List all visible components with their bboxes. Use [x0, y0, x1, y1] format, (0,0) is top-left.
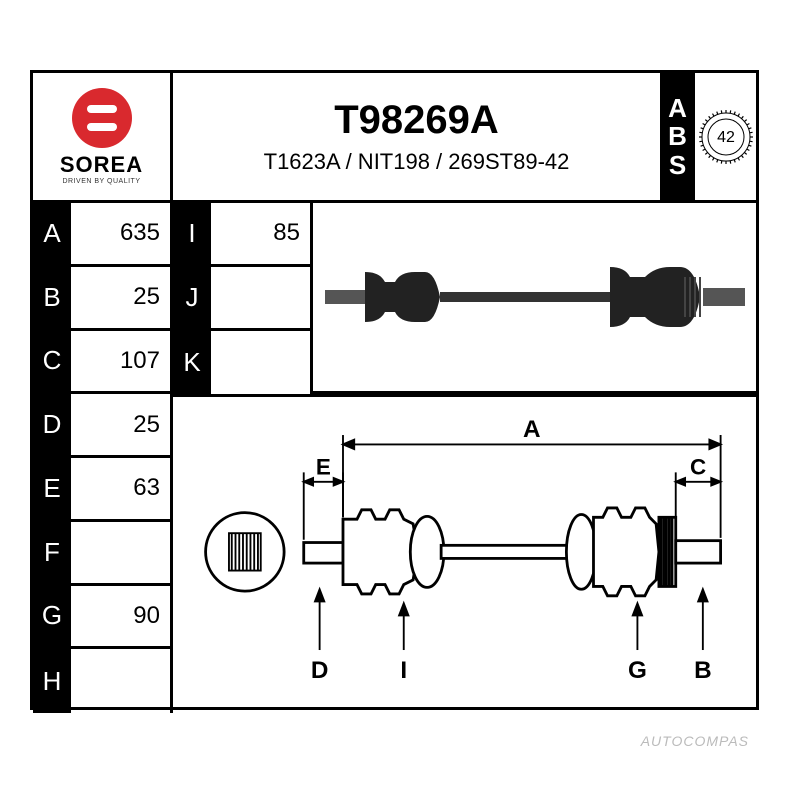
dim-label-e: E	[316, 455, 331, 480]
spec-val: 63	[71, 458, 173, 519]
brand-tagline: DRIVEN BY QUALITY	[62, 178, 140, 185]
watermark: AUTOCOMPAS	[641, 733, 749, 749]
spec-val	[211, 267, 313, 328]
spec-row: H	[33, 649, 173, 713]
spec-key: J	[173, 267, 211, 328]
spec-key: K	[173, 331, 211, 395]
brand-logo-cell: SOREA DRIVEN BY QUALITY	[33, 73, 173, 203]
spec-key: E	[33, 458, 71, 519]
abs-gear-cell: 42	[695, 73, 756, 203]
dim-label-d: D	[311, 657, 329, 684]
spec-key: B	[33, 267, 71, 328]
spec-row: I85	[173, 203, 313, 267]
spec-val: 25	[71, 394, 173, 455]
spec-val	[71, 522, 173, 583]
spec-key: G	[33, 586, 71, 647]
spec-table-col1: A635 B25 C107 D25 E63 F G90 H	[33, 203, 173, 707]
spec-val: 85	[211, 203, 313, 264]
abs-teeth-count: 42	[717, 129, 735, 146]
brand-logo-icon	[72, 88, 132, 148]
spec-table-col2: I85 J K	[173, 203, 313, 394]
spec-val: 635	[71, 203, 173, 264]
spec-sheet: SOREA DRIVEN BY QUALITY T98269A T1623A /…	[30, 70, 759, 710]
dim-label-c: C	[690, 455, 706, 480]
dim-label-i: I	[400, 657, 407, 684]
spec-row: B25	[33, 267, 173, 331]
spec-row: F	[33, 522, 173, 586]
dim-label-a: A	[523, 416, 541, 443]
spec-row: G90	[33, 586, 173, 650]
spec-row: E63	[33, 458, 173, 522]
spec-val	[71, 649, 173, 713]
dim-label-g: G	[628, 657, 647, 684]
spec-val: 107	[71, 331, 173, 392]
spec-val	[211, 331, 313, 395]
spec-key: A	[33, 203, 71, 264]
spec-val: 90	[71, 586, 173, 647]
part-number: T98269A	[334, 98, 499, 143]
spec-row: J	[173, 267, 313, 331]
part-cross-refs: T1623A / NIT198 / 269ST89-42	[264, 149, 570, 175]
drive-shaft-diagram-icon: A E C	[183, 407, 746, 697]
part-title-cell: T98269A T1623A / NIT198 / 269ST89-42	[173, 73, 663, 203]
gear-icon: 42	[698, 109, 754, 165]
spec-key: D	[33, 394, 71, 455]
spec-val: 25	[71, 267, 173, 328]
abs-label: A B S	[663, 73, 695, 203]
spec-row: K	[173, 331, 313, 395]
abs-letter-b: B	[668, 122, 687, 151]
drive-shaft-photo-icon	[325, 242, 745, 352]
brand-name: SOREA	[60, 152, 143, 178]
abs-letter-s: S	[669, 151, 686, 180]
spec-row: C107	[33, 331, 173, 395]
spec-key: F	[33, 522, 71, 583]
spec-key: C	[33, 331, 71, 392]
dim-label-b: B	[694, 657, 712, 684]
product-photo-cell	[313, 203, 756, 394]
spec-key: H	[33, 649, 71, 713]
spec-row: D25	[33, 394, 173, 458]
spec-row: A635	[33, 203, 173, 267]
spec-key: I	[173, 203, 211, 264]
abs-letter-a: A	[668, 94, 687, 123]
dimension-diagram-cell: A E C	[173, 394, 756, 707]
